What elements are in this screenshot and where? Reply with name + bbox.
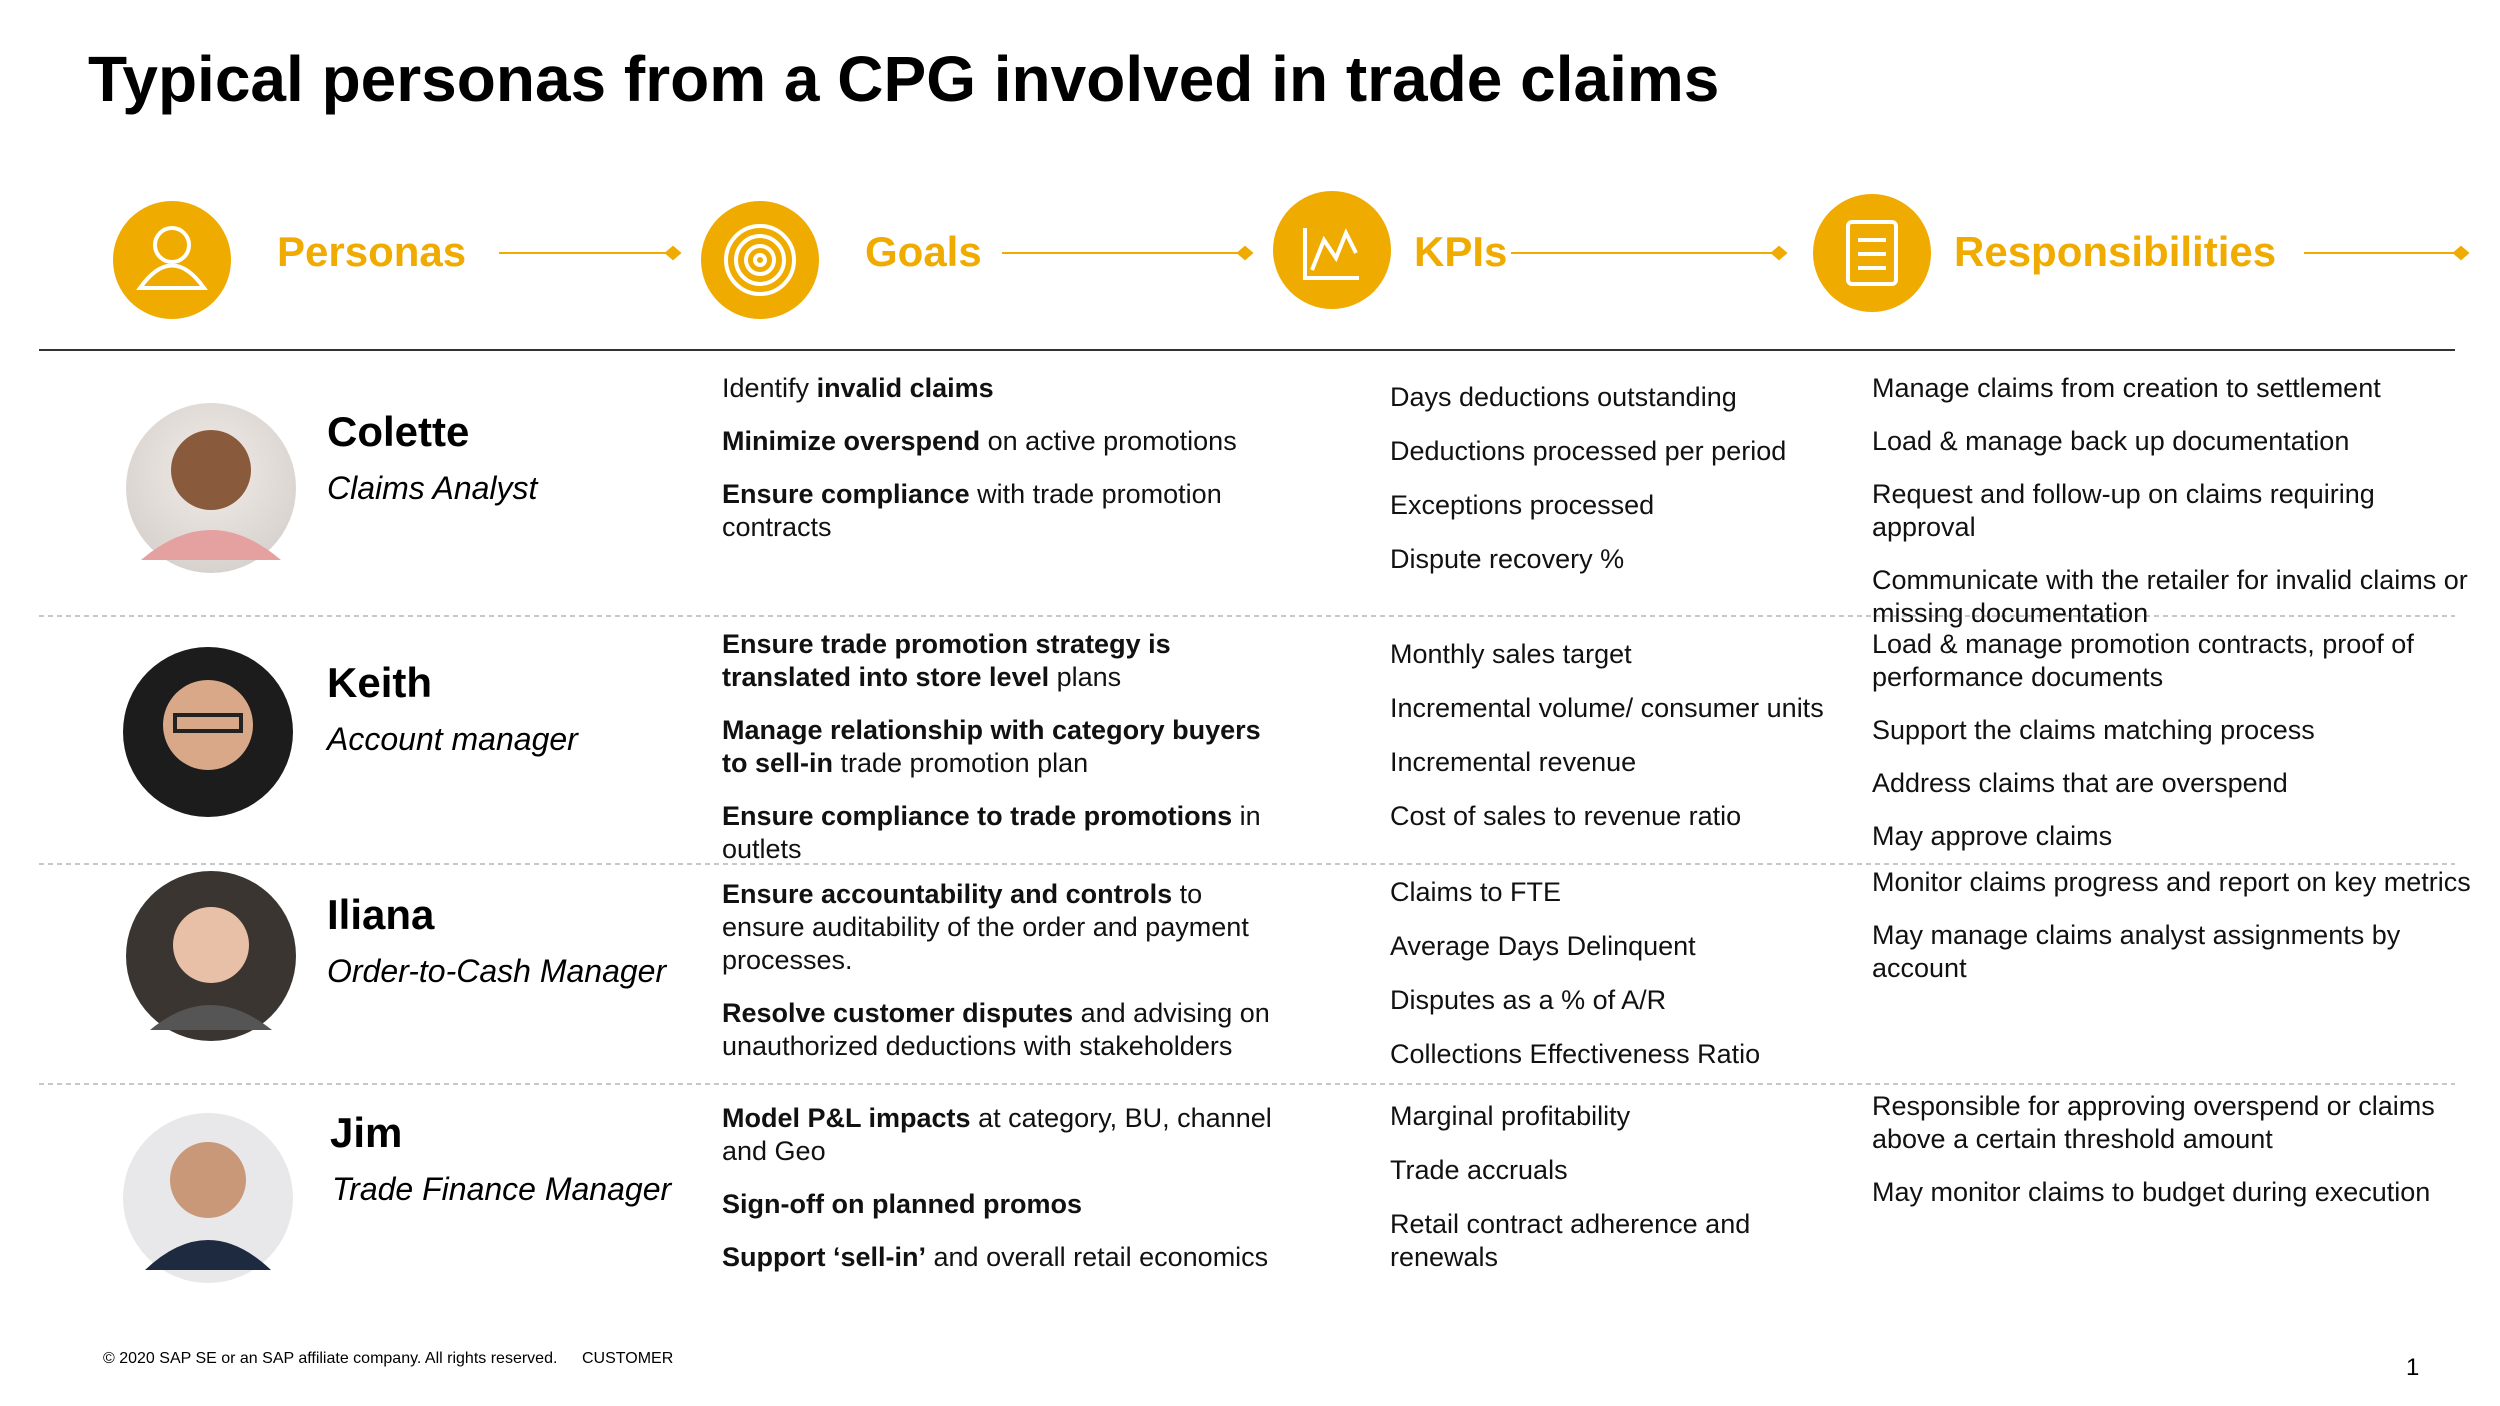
persona-role: Account manager <box>327 721 578 757</box>
goal-text: Resolve customer disputes <box>722 998 1074 1028</box>
kpi-item: Cost of sales to revenue ratio <box>1390 801 1742 831</box>
responsibility-item: Communicate with the retailer for invali… <box>1872 565 2468 628</box>
icon-glyphs <box>136 220 1898 296</box>
kpi-item: Incremental volume/ consumer units <box>1390 693 1824 723</box>
responsibility-item: Address claims that are overspend <box>1872 768 2288 798</box>
responsibility-item: May approve claims <box>1872 821 2113 851</box>
goal-text: in outlets <box>722 801 1261 864</box>
goal-item: Resolve customer disputes and advising o… <box>722 997 1292 1063</box>
goal-text: Manage relationship with category buyers… <box>722 715 1261 778</box>
goal-text: and advising on unauthorized deductions … <box>722 998 1270 1061</box>
goal-text: invalid claims <box>816 373 994 403</box>
kpi-item: Trade accruals <box>1390 1155 1568 1185</box>
goal-text: at category, BU, channel and Geo <box>722 1103 1272 1166</box>
goal-text: on active promotions <box>980 426 1237 456</box>
persona-name: Keith <box>327 659 432 706</box>
goal-text: Ensure compliance to trade promotions <box>722 801 1233 831</box>
persona-photos <box>123 403 296 1283</box>
copyright: © 2020 SAP SE or an SAP affiliate compan… <box>103 1350 558 1367</box>
kpi-list: Days deductions outstanding Deductions pr… <box>1390 381 1850 576</box>
persona-role: Claims Analyst <box>327 470 538 506</box>
goals-list: Identify invalid claims Minimize overspen… <box>722 372 1292 544</box>
goal-text: with trade promotion contracts <box>722 479 1222 542</box>
responsibility-item: Support the claims matching process <box>1872 715 2315 745</box>
kpi-item: Claims to FTE <box>1390 877 1562 907</box>
kpi-list: Claims to FTE Average Days Delinquent Disp… <box>1390 876 1850 1071</box>
goal-text: Model P&L impacts <box>722 1103 971 1133</box>
goal-item: Ensure compliance with trade promotion c… <box>722 478 1292 544</box>
persona-name: Iliana <box>327 891 435 938</box>
responsibility-item: Manage claims from creation to settlemen… <box>1872 373 2381 403</box>
persona-role: Trade Finance Manager <box>332 1171 672 1207</box>
header-arrows <box>499 245 2470 261</box>
goal-text: Ensure compliance <box>722 479 970 509</box>
persona-role: Order-to-Cash Manager <box>327 953 667 989</box>
goal-item: Ensure accountability and controls to en… <box>722 878 1292 977</box>
header-step: Personas <box>277 228 467 275</box>
goals-list: Ensure accountability and controls to en… <box>722 878 1292 1063</box>
header-step: KPIs <box>1414 228 1508 275</box>
kpi-item: Collections Effectiveness Ratio <box>1390 1039 1761 1069</box>
responsibility-item: Load & manage promotion contracts, proof… <box>1872 629 2414 692</box>
goal-text: Minimize overspend <box>722 426 981 456</box>
goal-text: plans <box>1049 662 1122 692</box>
goal-text: Support ‘sell-in’ <box>722 1242 927 1272</box>
goal-item: Ensure trade promotion strategy is trans… <box>722 628 1292 694</box>
kpi-item: Average Days Delinquent <box>1390 931 1696 961</box>
persona-name: Jim <box>330 1109 403 1156</box>
kpi-list: Monthly sales target Incremental volume/ … <box>1390 638 1850 833</box>
goal-text: and overall retail economics <box>926 1242 1269 1272</box>
kpi-item: Exceptions processed <box>1390 490 1655 520</box>
goal-text: to ensure auditability of the order and … <box>722 879 1249 975</box>
goal-item: Manage relationship with category buyers… <box>722 714 1292 780</box>
goal-item: Sign-off on planned promos <box>722 1188 1292 1221</box>
kpi-item: Days deductions outstanding <box>1390 382 1737 412</box>
header-step: Goals <box>865 228 982 275</box>
kpi-item: Deductions processed per period <box>1390 436 1787 466</box>
responsibility-item: May monitor claims to budget during exec… <box>1872 1177 2431 1207</box>
kpi-item: Marginal profitability <box>1390 1101 1631 1131</box>
responsibility-list: Load & manage promotion contracts, proof… <box>1872 628 2472 853</box>
slide-title: Typical personas from a CPG involved in … <box>88 43 1720 115</box>
kpi-list: Marginal profitability Trade accruals Reta… <box>1390 1100 1850 1274</box>
goals-list: Model P&L impacts at category, BU, chann… <box>722 1102 1292 1274</box>
kpi-item: Retail contract adherence and renewals <box>1390 1209 1751 1272</box>
row-separators <box>39 615 2455 1085</box>
goal-item: Identify invalid claims <box>722 372 1292 405</box>
kpi-item: Monthly sales target <box>1390 639 1632 669</box>
goal-item: Minimize overspend on active promotions <box>722 425 1292 458</box>
responsibility-item: Monitor claims progress and report on ke… <box>1872 867 2471 897</box>
persona-name: Colette <box>327 408 470 455</box>
goal-text: trade promotion plan <box>833 748 1089 778</box>
goal-text: Ensure trade promotion strategy is trans… <box>722 629 1171 692</box>
responsibility-item: Request and follow-up on claims requirin… <box>1872 479 2375 542</box>
goals-list: Ensure trade promotion strategy is trans… <box>722 628 1292 866</box>
goal-text: Ensure accountability and controls <box>722 879 1173 909</box>
responsibility-list: Responsible for approving overspend or c… <box>1872 1090 2472 1209</box>
goal-item: Support ‘sell-in’ and overall retail eco… <box>722 1241 1292 1274</box>
responsibility-item: Responsible for approving overspend or c… <box>1872 1091 2435 1154</box>
kpi-item: Disputes as a % of A/R <box>1390 985 1667 1015</box>
goal-item: Model P&L impacts at category, BU, chann… <box>722 1102 1292 1168</box>
goal-text: Identify <box>722 373 817 403</box>
responsibility-list: Manage claims from creation to settlemen… <box>1872 372 2472 630</box>
header-step: Responsibilities <box>1954 228 2277 275</box>
kpi-item: Incremental revenue <box>1390 747 1637 777</box>
goal-text: Sign-off on planned promos <box>722 1189 1082 1219</box>
classification: CUSTOMER <box>582 1350 674 1367</box>
responsibility-item: May manage claims analyst assignments by… <box>1872 920 2401 983</box>
responsibility-item: Load & manage back up documentation <box>1872 426 2350 456</box>
responsibility-list: Monitor claims progress and report on ke… <box>1872 866 2472 985</box>
page-number: 1 <box>2406 1354 2420 1381</box>
goal-item: Ensure compliance to trade promotions in… <box>722 800 1292 866</box>
kpi-item: Dispute recovery % <box>1390 544 1625 574</box>
